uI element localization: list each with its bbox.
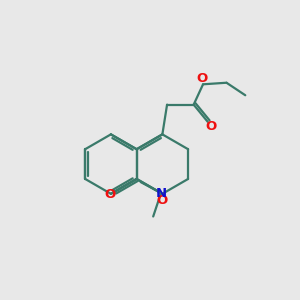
Text: O: O — [157, 194, 168, 207]
Text: N: N — [155, 187, 167, 200]
Text: O: O — [206, 120, 217, 133]
Text: O: O — [196, 71, 208, 85]
Text: O: O — [104, 188, 116, 201]
